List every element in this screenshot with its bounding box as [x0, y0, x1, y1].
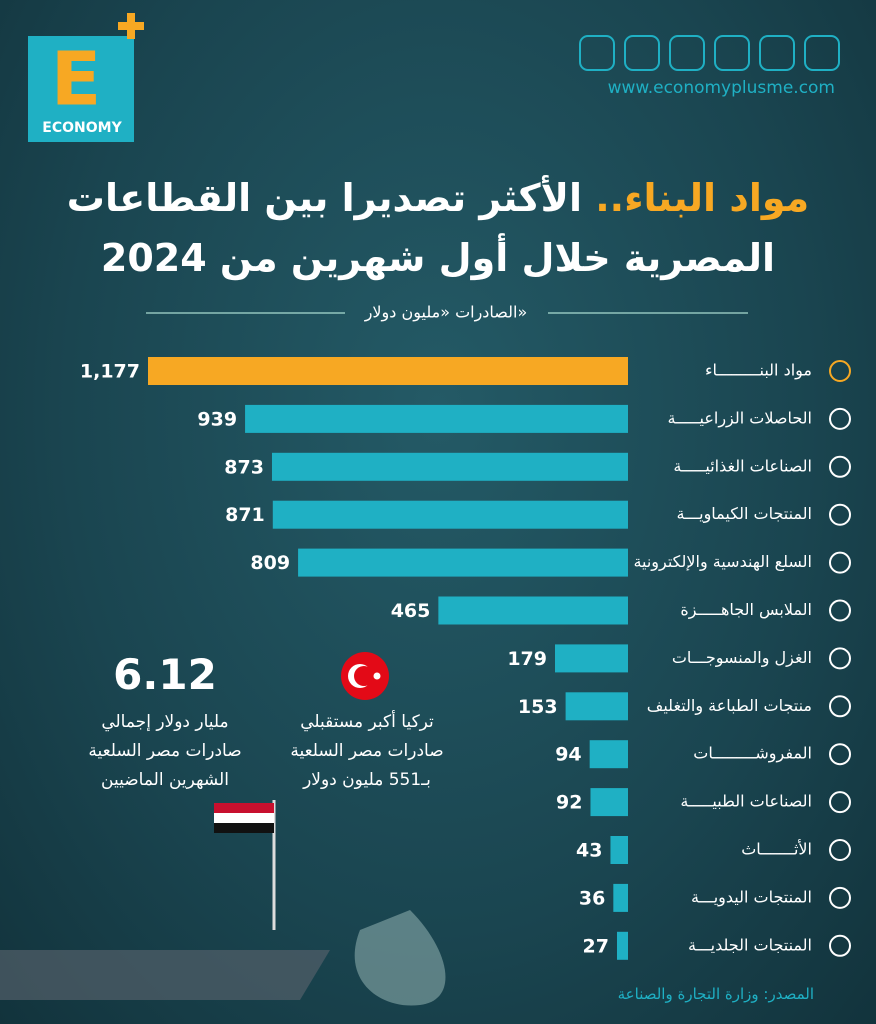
category-icon — [829, 647, 851, 670]
title: مواد البناء.. الأكثر تصديرا بين القطاعات — [0, 176, 876, 220]
bar — [555, 644, 628, 673]
value-label: 36 — [579, 887, 605, 909]
title-rest: الأكثر تصديرا بين القطاعات — [66, 176, 582, 220]
value-label: 939 — [197, 408, 237, 430]
bar — [590, 788, 628, 817]
category-icon — [829, 551, 851, 574]
category-icon — [829, 886, 851, 909]
money-bag — [354, 910, 446, 1006]
bar — [565, 692, 628, 721]
value-label: 1,177 — [80, 361, 140, 383]
bar — [589, 740, 628, 769]
category-icon — [829, 695, 851, 718]
ship — [0, 950, 330, 1000]
note-line: بـ551 مليون دولار — [303, 770, 431, 790]
note-line: مليار دولار إجمالي — [101, 712, 229, 732]
logo-plus — [127, 13, 135, 39]
bar — [271, 452, 628, 481]
value-label: 94 — [555, 744, 581, 766]
bar — [616, 931, 628, 960]
value-label: 873 — [224, 456, 264, 478]
social-icons — [579, 35, 840, 71]
category-label: المفروشـــــــــات — [693, 744, 812, 764]
total-value: 6.12 — [113, 650, 217, 699]
note-line: صادرات مصر السلعية — [88, 741, 242, 761]
category-label: الصناعات الغذائيـــــة — [673, 456, 812, 475]
bar — [245, 404, 629, 433]
note-line: الشهرين الماضيين — [101, 770, 229, 790]
turkey-note: تركيا أكبر مستقبلي صادرات مصر السلعية بـ… — [262, 708, 472, 795]
value-label: 92 — [556, 792, 582, 814]
category-icon — [829, 934, 851, 957]
note-line: تركيا أكبر مستقبلي — [300, 712, 434, 732]
category-label: الحاصلات الزراعيـــــة — [667, 408, 812, 428]
logo-box — [28, 36, 134, 142]
category-label: الصناعات الطبيـــــة — [680, 792, 812, 811]
total-note: مليار دولار إجمالي صادرات مصر السلعية ال… — [55, 708, 275, 795]
value-label: 871 — [225, 504, 265, 526]
category-icon — [829, 455, 851, 478]
category-label: المنتجات اليدويـــة — [691, 887, 812, 907]
value-label: 809 — [250, 552, 290, 574]
category-icon — [829, 407, 851, 430]
category-label: منتجات الطباعة والتغليف — [647, 696, 812, 716]
category-label: الملابس الجاهـــــزة — [680, 600, 812, 620]
title-highlight: مواد البناء.. — [595, 176, 810, 220]
value-label: 465 — [391, 600, 431, 622]
bar — [613, 883, 628, 912]
note-line: صادرات مصر السلعية — [290, 741, 444, 761]
title-line2: المصرية خلال أول شهرين من 2024 — [100, 236, 776, 280]
bar — [298, 548, 628, 577]
category-label: الغزل والمنسوجـــات — [672, 648, 812, 668]
value-label: 179 — [507, 648, 547, 670]
logo-word: ECONOMY — [42, 120, 122, 136]
value-label: 153 — [518, 696, 558, 718]
category-icon — [829, 599, 851, 622]
category-icon — [829, 791, 851, 814]
category-icon — [829, 839, 851, 861]
category-label: الأثـــــــاث — [741, 839, 812, 859]
category-label: المنتجات الجلديـــة — [688, 935, 812, 954]
logo-letter: E — [51, 37, 102, 123]
category-label: السلع الهندسية والإلكترونية — [633, 552, 812, 572]
bar — [272, 500, 628, 529]
website: www.economyplusme.com — [608, 78, 835, 98]
value-label: 43 — [576, 840, 602, 862]
category-icon — [829, 360, 851, 382]
turkey-flag — [341, 652, 389, 700]
subtitle: الصادرات «مليون دولار» — [364, 303, 528, 323]
bar — [610, 836, 628, 864]
bar — [148, 357, 628, 385]
category-icon — [829, 503, 851, 526]
category-label: مواد البنـــــــــاء — [705, 361, 812, 381]
bar — [438, 596, 628, 625]
category-icon — [829, 743, 851, 766]
value-label: 27 — [583, 935, 609, 957]
egypt-flag — [214, 800, 276, 930]
source: المصدر: وزارة التجارة والصناعة — [617, 985, 814, 1003]
category-label: المنتجات الكيماويـــة — [676, 504, 812, 524]
